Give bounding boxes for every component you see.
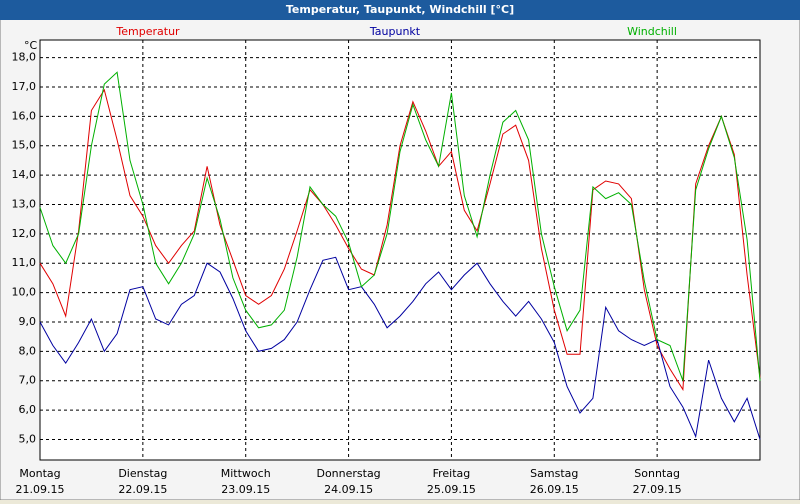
y-tick-label: 17,0 — [12, 80, 37, 93]
x-tick-sublabel: 23.09.15 — [221, 483, 270, 496]
x-tick-label: Freitag — [433, 467, 471, 480]
y-tick-label: 8,0 — [19, 344, 37, 357]
y-tick-label: 13,0 — [12, 197, 37, 210]
y-unit: °C — [24, 39, 38, 52]
x-tick-label: Mittwoch — [221, 467, 271, 480]
y-tick-label: 7,0 — [19, 374, 37, 387]
x-tick-label: Donnerstag — [316, 467, 380, 480]
y-tick-label: 15,0 — [12, 139, 37, 152]
series-line — [39, 71, 761, 381]
y-tick-label: 11,0 — [12, 256, 37, 269]
y-tick-label: 12,0 — [12, 227, 37, 240]
x-tick-label: Samstag — [530, 467, 578, 480]
plot-area — [39, 39, 761, 461]
x-tick-label: Montag — [19, 467, 60, 480]
series-line — [39, 88, 761, 392]
x-tick-sublabel: 27.09.15 — [633, 483, 682, 496]
y-tick-label: 18,0 — [12, 51, 37, 64]
x-tick-label: Dienstag — [118, 467, 167, 480]
x-tick-sublabel: 26.09.15 — [530, 483, 579, 496]
x-tick-sublabel: 25.09.15 — [427, 483, 476, 496]
y-tick-label: 5,0 — [19, 432, 37, 445]
y-tick-label: 9,0 — [19, 315, 37, 328]
legend-label: Windchill — [627, 25, 677, 38]
title-bar — [0, 0, 800, 20]
y-tick-label: 6,0 — [19, 403, 37, 416]
legend-label: Temperatur — [115, 25, 180, 38]
x-tick-sublabel: 24.09.15 — [324, 483, 373, 496]
y-tick-label: 16,0 — [12, 109, 37, 122]
y-tick-label: 10,0 — [12, 286, 37, 299]
x-tick-sublabel: 21.09.15 — [16, 483, 65, 496]
legend-label: Taupunkt — [369, 25, 421, 38]
series-line — [39, 256, 761, 440]
x-tick-sublabel: 22.09.15 — [118, 483, 167, 496]
x-tick-label: Sonntag — [634, 467, 680, 480]
y-tick-label: 14,0 — [12, 168, 37, 181]
chart-title: Temperatur, Taupunkt, Windchill [°C] — [286, 3, 514, 16]
